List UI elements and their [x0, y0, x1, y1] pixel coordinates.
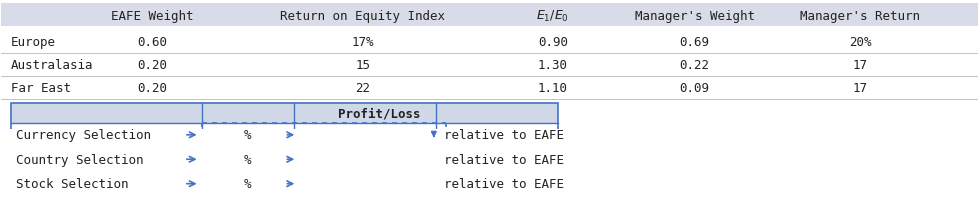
FancyBboxPatch shape [11, 147, 557, 172]
Text: Australasia: Australasia [11, 59, 94, 72]
Text: Far East: Far East [11, 82, 71, 95]
Text: %: % [244, 153, 251, 166]
Text: %: % [244, 177, 251, 190]
Text: Stock Selection: Stock Selection [16, 177, 128, 190]
FancyBboxPatch shape [201, 104, 557, 123]
Text: 20%: 20% [848, 36, 870, 49]
Text: 17: 17 [852, 82, 867, 95]
Text: relative to EAFE: relative to EAFE [443, 129, 563, 142]
Text: $E_1/E_0$: $E_1/E_0$ [536, 9, 569, 24]
Text: 1.10: 1.10 [537, 82, 567, 95]
Text: 0.09: 0.09 [679, 82, 709, 95]
Text: Europe: Europe [11, 36, 56, 49]
Text: 17: 17 [852, 59, 867, 72]
FancyBboxPatch shape [11, 104, 201, 123]
Text: %: % [244, 129, 251, 142]
Text: 15: 15 [355, 59, 370, 72]
FancyBboxPatch shape [11, 123, 557, 147]
Text: 1.30: 1.30 [537, 59, 567, 72]
Text: EAFE Weight: EAFE Weight [111, 10, 194, 23]
Text: Country Selection: Country Selection [16, 153, 144, 166]
Text: 0.60: 0.60 [138, 36, 167, 49]
Text: 17%: 17% [351, 36, 374, 49]
Text: Manager's Return: Manager's Return [800, 10, 919, 23]
Text: 0.90: 0.90 [537, 36, 567, 49]
FancyBboxPatch shape [1, 4, 977, 27]
Text: Return on Equity Index: Return on Equity Index [280, 10, 445, 23]
Text: 22: 22 [355, 82, 370, 95]
Text: relative to EAFE: relative to EAFE [443, 177, 563, 190]
Text: 0.22: 0.22 [679, 59, 709, 72]
FancyBboxPatch shape [11, 172, 557, 196]
Text: Profit/Loss: Profit/Loss [338, 107, 421, 120]
Text: 0.20: 0.20 [138, 59, 167, 72]
Text: Manager's Weight: Manager's Weight [634, 10, 754, 23]
Text: relative to EAFE: relative to EAFE [443, 153, 563, 166]
Text: 0.69: 0.69 [679, 36, 709, 49]
Text: Currency Selection: Currency Selection [16, 129, 151, 142]
Text: 0.20: 0.20 [138, 82, 167, 95]
